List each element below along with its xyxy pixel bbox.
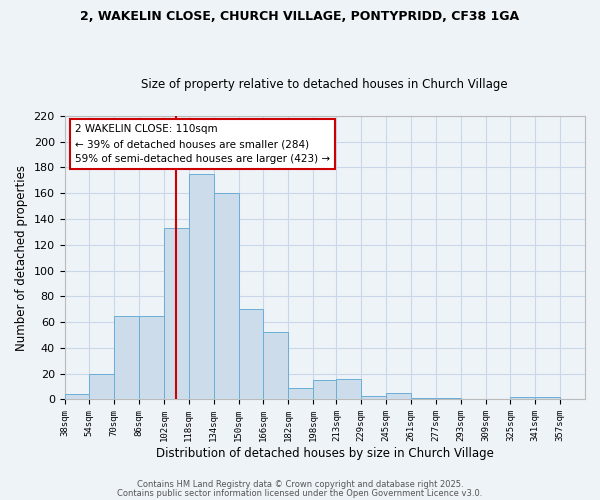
Bar bbox=[535, 397, 560, 400]
Bar bbox=[89, 374, 114, 400]
Bar bbox=[239, 309, 263, 400]
Bar bbox=[436, 398, 461, 400]
X-axis label: Distribution of detached houses by size in Church Village: Distribution of detached houses by size … bbox=[156, 447, 494, 460]
Bar bbox=[511, 397, 535, 400]
Title: Size of property relative to detached houses in Church Village: Size of property relative to detached ho… bbox=[142, 78, 508, 91]
Text: 2, WAKELIN CLOSE, CHURCH VILLAGE, PONTYPRIDD, CF38 1GA: 2, WAKELIN CLOSE, CHURCH VILLAGE, PONTYP… bbox=[80, 10, 520, 23]
Bar bbox=[361, 396, 386, 400]
Bar bbox=[214, 193, 239, 400]
Bar bbox=[411, 398, 436, 400]
Bar bbox=[386, 393, 411, 400]
Bar bbox=[114, 316, 139, 400]
Bar bbox=[65, 394, 89, 400]
Bar bbox=[337, 379, 361, 400]
Bar bbox=[288, 388, 313, 400]
Text: 2 WAKELIN CLOSE: 110sqm
← 39% of detached houses are smaller (284)
59% of semi-d: 2 WAKELIN CLOSE: 110sqm ← 39% of detache… bbox=[75, 124, 330, 164]
Bar bbox=[263, 332, 288, 400]
Text: Contains public sector information licensed under the Open Government Licence v3: Contains public sector information licen… bbox=[118, 489, 482, 498]
Bar bbox=[139, 316, 164, 400]
Bar bbox=[189, 174, 214, 400]
Bar bbox=[164, 228, 189, 400]
Y-axis label: Number of detached properties: Number of detached properties bbox=[15, 164, 28, 350]
Bar bbox=[313, 380, 338, 400]
Text: Contains HM Land Registry data © Crown copyright and database right 2025.: Contains HM Land Registry data © Crown c… bbox=[137, 480, 463, 489]
